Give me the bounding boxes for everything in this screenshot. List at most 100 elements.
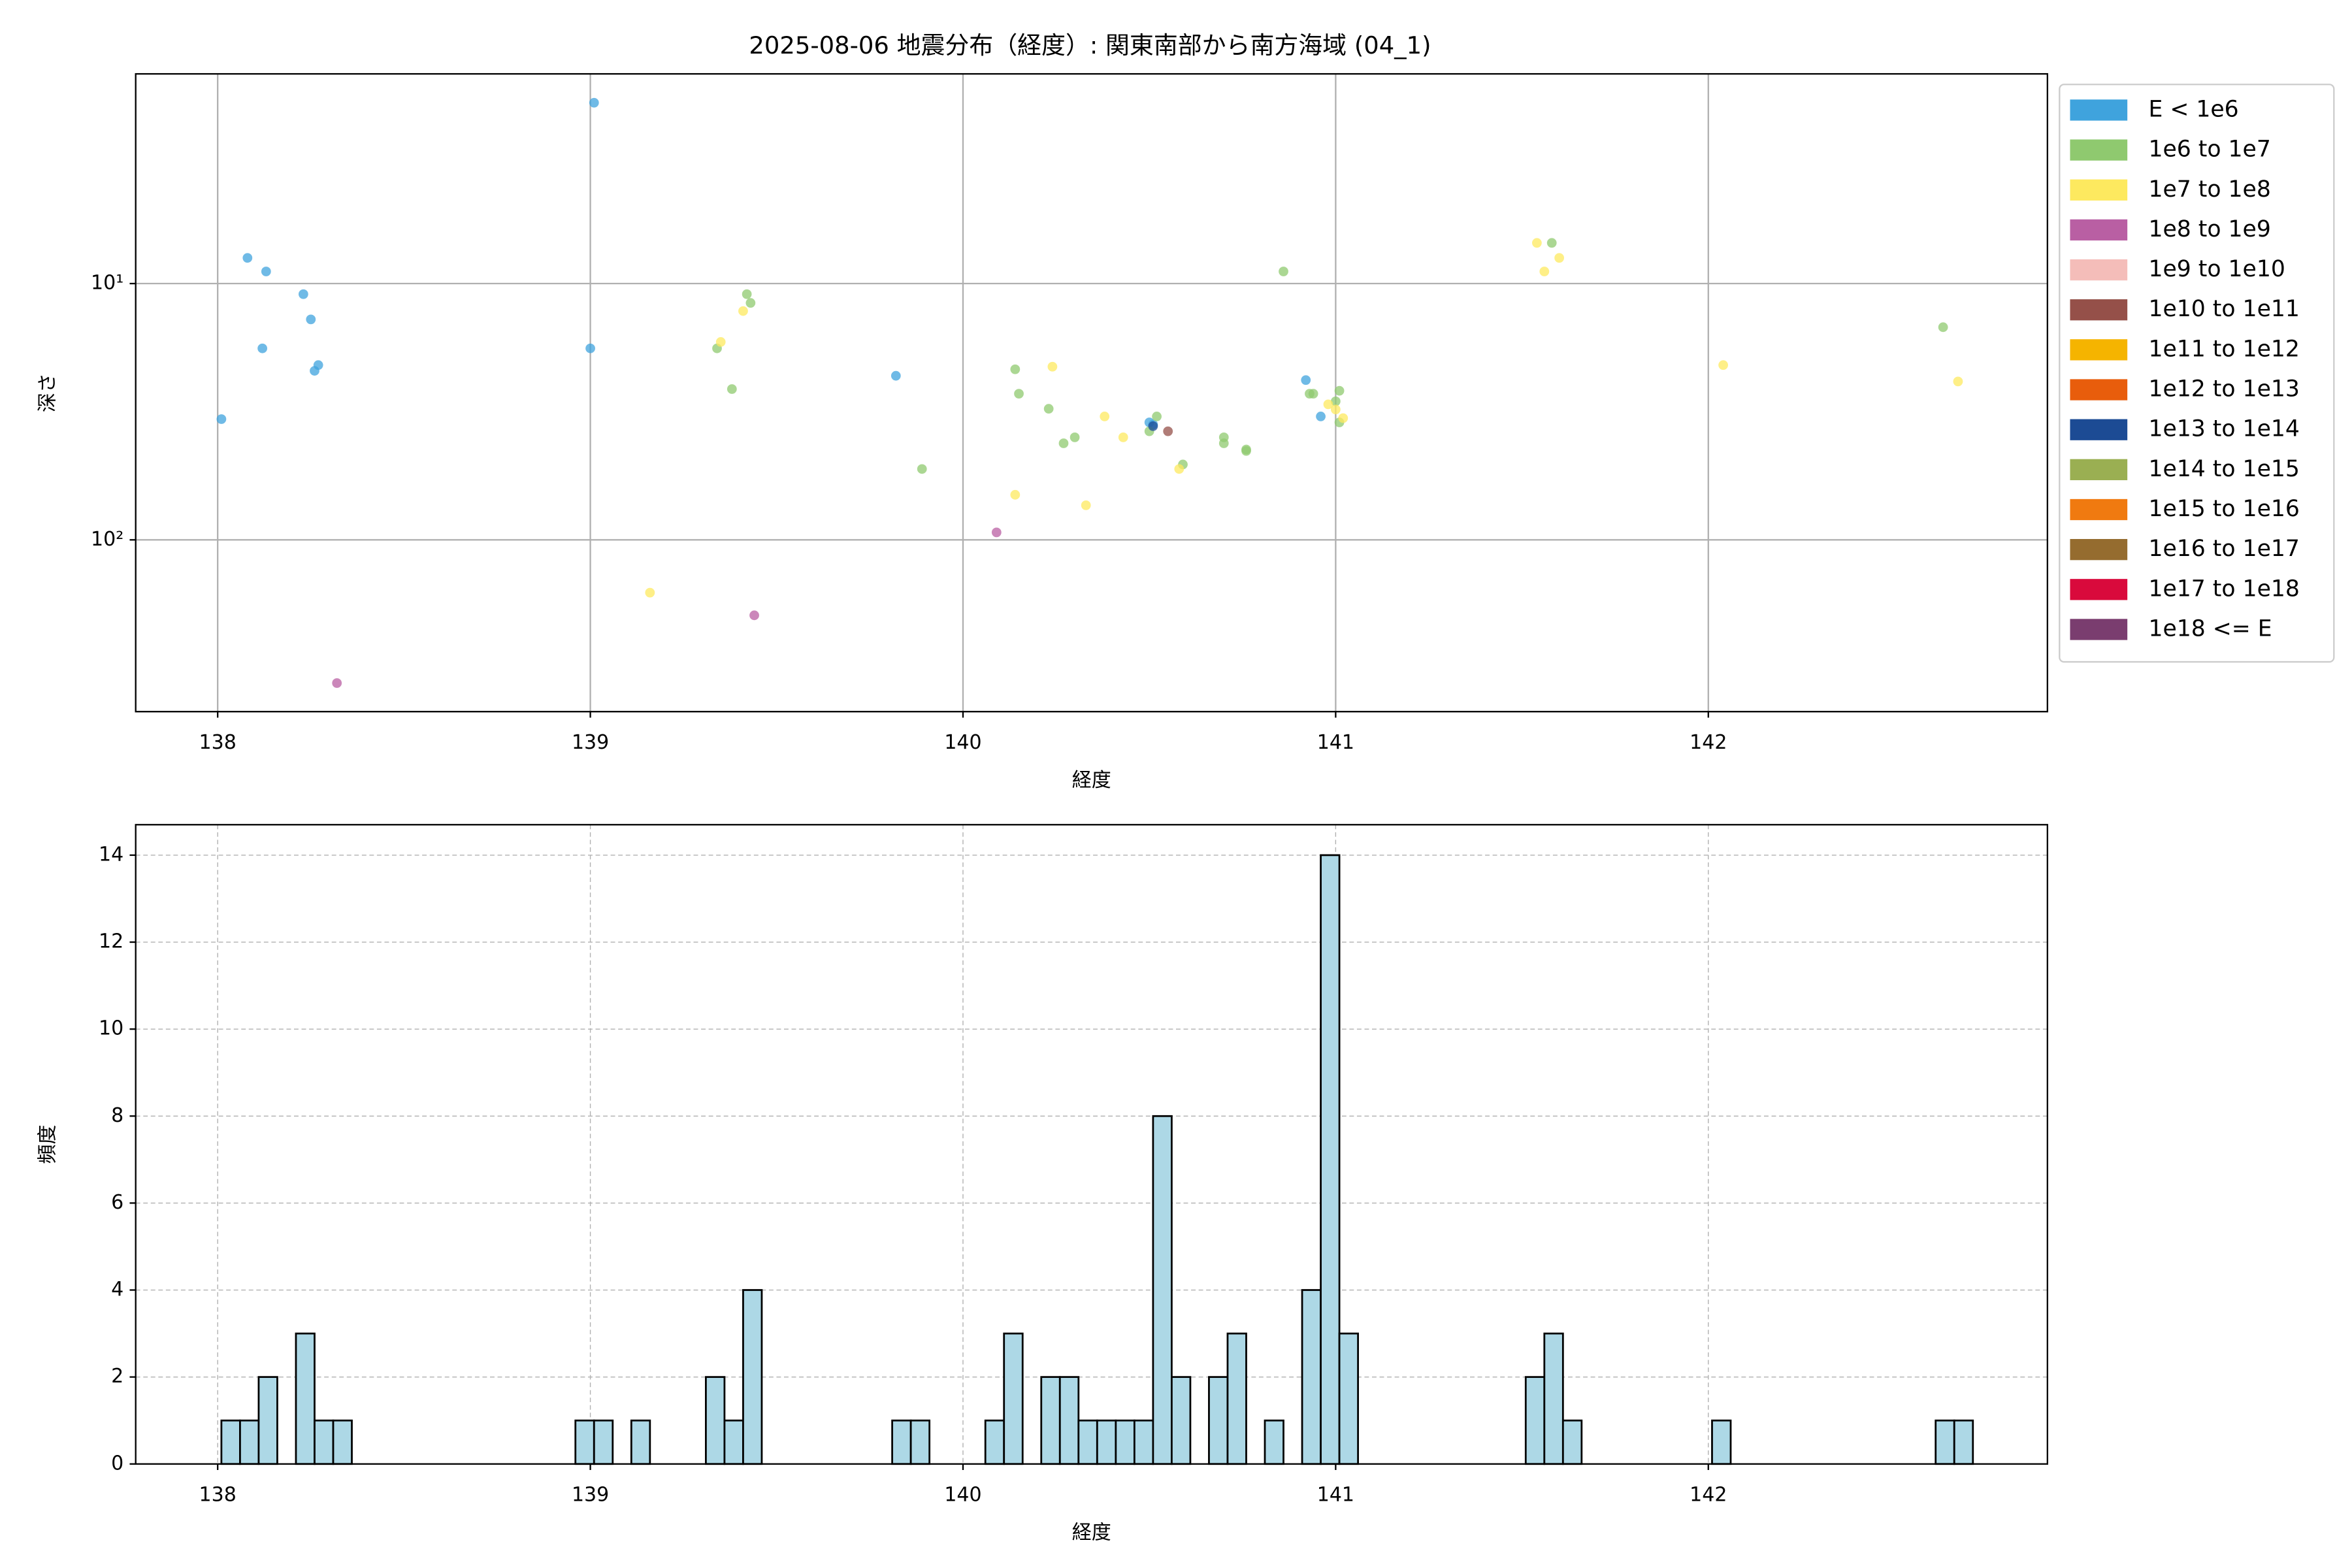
point (261, 267, 271, 276)
y-tick-label: 8 (111, 1104, 123, 1127)
y-tick-label: 10¹ (91, 272, 123, 295)
point (1554, 253, 1565, 263)
point (749, 610, 759, 621)
bar (1524, 1376, 1546, 1465)
point (1163, 426, 1173, 436)
bar (1264, 1419, 1284, 1465)
legend-label: 1e14 to 1e15 (2148, 456, 2299, 482)
x-tick-label: 139 (572, 1484, 609, 1507)
bar (220, 1419, 241, 1465)
bar (1953, 1419, 1974, 1465)
bar (1040, 1376, 1061, 1465)
x-tick-label: 142 (1690, 731, 1727, 754)
legend-swatch (2070, 179, 2128, 201)
point (1148, 421, 1158, 431)
chart-title: 2025-08-06 地震分布（経度）: 関東南部から南方海域 (04_1) (749, 31, 1431, 59)
point (1010, 489, 1021, 500)
point (216, 414, 227, 424)
x-axis-label: 経度 (1072, 769, 1111, 792)
bar (909, 1419, 931, 1465)
legend-swatch (2070, 619, 2128, 640)
bar (630, 1419, 651, 1465)
legend-swatch (2070, 498, 2128, 521)
point (1047, 361, 1058, 372)
bar (314, 1419, 335, 1465)
bar (984, 1419, 1005, 1465)
legend-label: 1e18 <= E (2148, 615, 2272, 642)
point (1070, 432, 1080, 442)
x-tick-label: 141 (1317, 731, 1354, 754)
legend-swatch (2070, 139, 2128, 161)
point (1938, 322, 1948, 333)
point (1308, 389, 1318, 399)
point (1118, 432, 1128, 442)
x-axis-label: 経度 (1072, 1521, 1111, 1544)
legend-swatch (2070, 219, 2128, 241)
y-tick-label: 6 (111, 1191, 123, 1214)
bar (1561, 1419, 1583, 1465)
bar (295, 1332, 316, 1465)
plot-frame (135, 824, 2048, 1465)
legend-label: 1e15 to 1e16 (2148, 496, 2299, 522)
legend-label: 1e9 to 1e10 (2148, 256, 2285, 282)
legend-swatch (2070, 579, 2128, 600)
point (715, 337, 726, 347)
legend-swatch (2070, 99, 2128, 121)
legend-swatch (2070, 379, 2128, 400)
y-axis-label: 深さ (36, 373, 59, 412)
point (1330, 396, 1341, 406)
point (1301, 375, 1311, 385)
bar (1152, 1115, 1173, 1465)
x-tick-label: 140 (944, 731, 981, 754)
point (1330, 404, 1341, 415)
bar (1208, 1376, 1229, 1465)
bar (1543, 1332, 1564, 1465)
y-tick-label: 12 (99, 930, 123, 953)
x-tick-label: 140 (944, 1484, 981, 1507)
plot-frame (135, 73, 2048, 713)
bar (1077, 1419, 1098, 1465)
point (1218, 438, 1229, 448)
point (585, 343, 595, 353)
bar (1171, 1376, 1192, 1465)
bar (1115, 1419, 1135, 1465)
point (1100, 412, 1110, 421)
point (1323, 399, 1333, 410)
point (257, 343, 268, 353)
bar (1320, 854, 1341, 1465)
point (1058, 438, 1069, 448)
point (917, 464, 927, 474)
point (1953, 376, 1963, 387)
bar (1711, 1419, 1732, 1465)
bar (1338, 1332, 1359, 1465)
legend-box (2059, 84, 2335, 663)
point (1081, 500, 1091, 510)
point (1279, 267, 1288, 276)
point (313, 360, 323, 370)
x-tick-label: 138 (199, 1484, 237, 1507)
x-tick-label: 138 (199, 731, 237, 754)
legend-label: 1e10 to 1e11 (2148, 296, 2299, 322)
point (242, 253, 253, 263)
y-tick-label: 14 (99, 843, 123, 866)
bar (891, 1419, 912, 1465)
bar (723, 1419, 744, 1465)
y-tick-label: 10 (99, 1017, 123, 1040)
bar (1301, 1289, 1322, 1465)
legend-swatch (2070, 339, 2128, 361)
point (1174, 464, 1184, 474)
legend-swatch (2070, 299, 2128, 321)
bar (1058, 1376, 1080, 1465)
point (890, 370, 901, 381)
bar (332, 1419, 353, 1465)
legend-swatch (2070, 459, 2128, 480)
legend-label: 1e6 to 1e7 (2148, 137, 2270, 163)
point (1152, 412, 1162, 421)
point (298, 289, 308, 299)
point (1241, 446, 1251, 456)
bar (742, 1289, 763, 1465)
point (1546, 238, 1557, 248)
x-tick-label: 142 (1690, 1484, 1727, 1507)
bar (1935, 1419, 1955, 1465)
